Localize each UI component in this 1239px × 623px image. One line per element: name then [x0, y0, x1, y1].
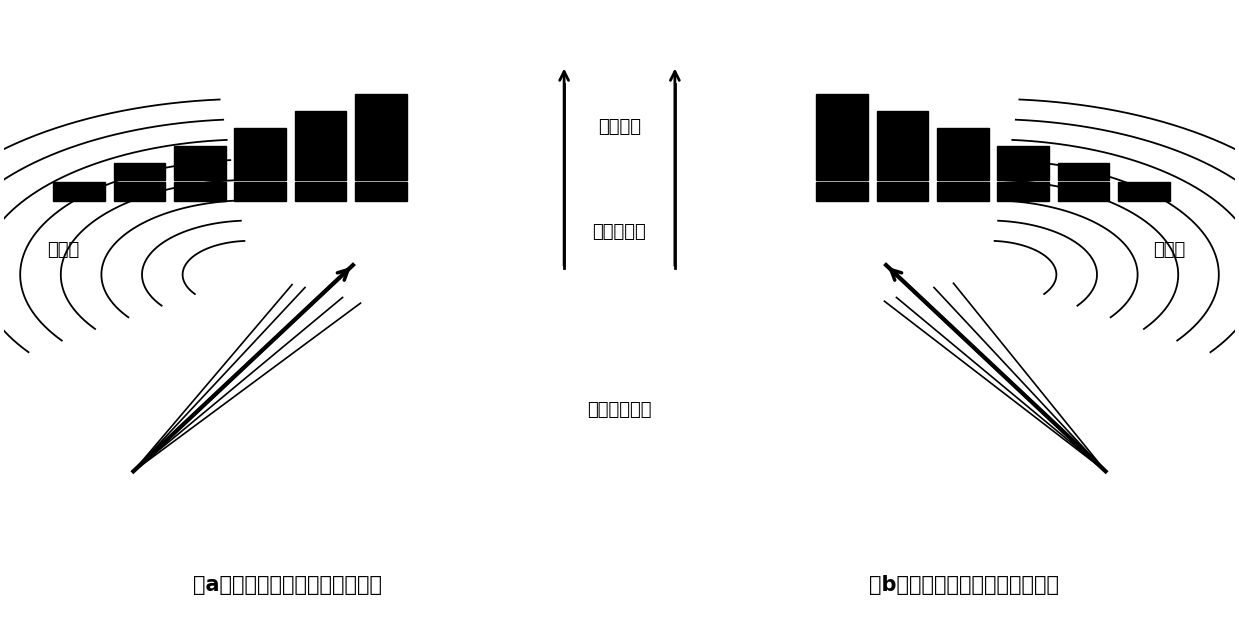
- Text: 延时法则: 延时法则: [598, 118, 641, 136]
- Bar: [1118, 183, 1170, 201]
- Bar: [877, 111, 928, 180]
- Bar: [354, 94, 406, 180]
- Text: 等相位波阵面: 等相位波阵面: [587, 401, 652, 419]
- Bar: [1058, 183, 1109, 201]
- Bar: [877, 183, 928, 201]
- Text: 偏转角: 偏转角: [47, 241, 79, 259]
- Bar: [114, 163, 165, 180]
- Bar: [817, 94, 869, 180]
- Bar: [295, 111, 346, 180]
- Bar: [114, 183, 165, 201]
- Bar: [234, 183, 286, 201]
- Bar: [295, 183, 346, 201]
- Text: （b）相控阵右偏声束合成示意图: （b）相控阵右偏声束合成示意图: [869, 575, 1059, 595]
- Bar: [937, 128, 989, 180]
- Bar: [354, 183, 406, 201]
- Bar: [937, 183, 989, 201]
- Bar: [997, 146, 1049, 180]
- Bar: [817, 183, 869, 201]
- Bar: [173, 183, 225, 201]
- Bar: [53, 183, 105, 201]
- Text: （a）相控阵左偏声束合成示意图: （a）相控阵左偏声束合成示意图: [193, 575, 382, 595]
- Bar: [234, 128, 286, 180]
- Bar: [997, 183, 1049, 201]
- Bar: [1058, 163, 1109, 180]
- Text: 偏转角: 偏转角: [1154, 241, 1186, 259]
- Text: 换能器阵元: 换能器阵元: [592, 222, 647, 240]
- Bar: [173, 146, 225, 180]
